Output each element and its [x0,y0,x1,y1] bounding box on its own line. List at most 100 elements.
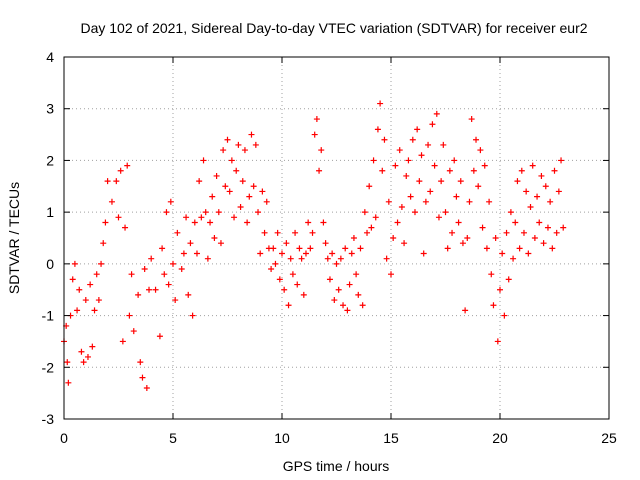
data-point [348,250,355,257]
data-point [257,250,264,257]
data-point [76,286,83,293]
data-point [407,193,414,200]
data-point [93,271,100,278]
data-point [320,219,327,226]
data-point [272,260,279,267]
data-point [453,193,460,200]
data-point [231,214,238,221]
data-point [198,214,205,221]
data-point [394,219,401,226]
data-point [544,224,551,231]
data-point [459,240,466,247]
y-tick-label: -3 [42,411,55,427]
data-point [95,297,102,304]
data-point [117,167,124,174]
data-point [279,250,285,257]
data-point [228,157,235,164]
data-point [516,245,523,252]
x-tick-label: 20 [492,430,508,446]
data-point [464,235,471,241]
data-points [61,100,567,391]
data-point [492,235,499,241]
data-point [163,209,170,216]
data-point [486,198,493,205]
data-point [89,343,96,350]
data-point [98,260,105,267]
data-point [501,312,508,319]
grid-lines [64,57,609,419]
data-point [457,178,464,185]
data-point [527,203,534,210]
data-point [326,276,333,283]
data-point [300,291,307,298]
data-point [503,229,510,236]
data-point [333,260,340,267]
data-point [411,209,418,216]
data-point [462,307,469,314]
data-point [331,297,338,304]
data-point [239,178,246,185]
data-point [531,235,538,241]
data-point [359,302,366,309]
data-point [449,229,456,236]
data-point [353,271,360,278]
data-point [525,250,532,257]
data-point [108,198,115,205]
data-point [466,198,473,205]
data-point [285,302,292,309]
data-point [483,245,490,252]
data-point [215,209,222,216]
data-point [392,162,399,169]
data-point [350,235,357,241]
data-point [202,209,209,216]
data-point [226,188,233,195]
data-point [298,255,305,262]
x-tick-label: 25 [601,430,617,446]
plot-frame [63,56,610,420]
data-point [481,162,488,169]
data-point [80,359,87,366]
data-point [507,209,514,216]
data-point [446,167,453,174]
y-tick-label: -2 [42,359,55,375]
data-point [191,219,198,226]
data-point [468,116,475,123]
data-point [538,172,545,179]
data-point [357,245,364,252]
data-point [534,193,541,200]
y-tick-label: 1 [46,204,54,220]
data-point [377,100,384,107]
data-point [442,209,449,216]
data-point [196,178,203,185]
data-point [370,157,377,164]
data-point [281,286,288,293]
data-point [185,291,192,298]
data-point [542,183,549,190]
data-point [250,183,257,190]
data-point [252,141,259,148]
data-point [518,167,525,174]
data-point [165,281,172,288]
data-point [292,229,299,236]
data-point [401,240,408,247]
x-tick-label: 0 [60,430,68,446]
data-point [549,245,556,252]
data-point [167,198,174,205]
data-point [65,379,72,386]
data-point [241,147,248,154]
data-point [337,255,344,262]
data-point [420,250,427,257]
data-point [431,162,438,169]
data-point [84,353,91,360]
chart-title: Day 102 of 2021, Sidereal Day-to-day VTE… [80,20,587,36]
data-point [115,214,122,221]
data-point [473,136,480,143]
data-point [368,224,375,231]
data-point [490,302,497,309]
data-point [74,307,81,314]
data-point [553,229,560,236]
data-point [440,141,447,148]
y-tick-label: -1 [42,308,55,324]
data-point [224,136,231,143]
data-point [222,183,229,190]
